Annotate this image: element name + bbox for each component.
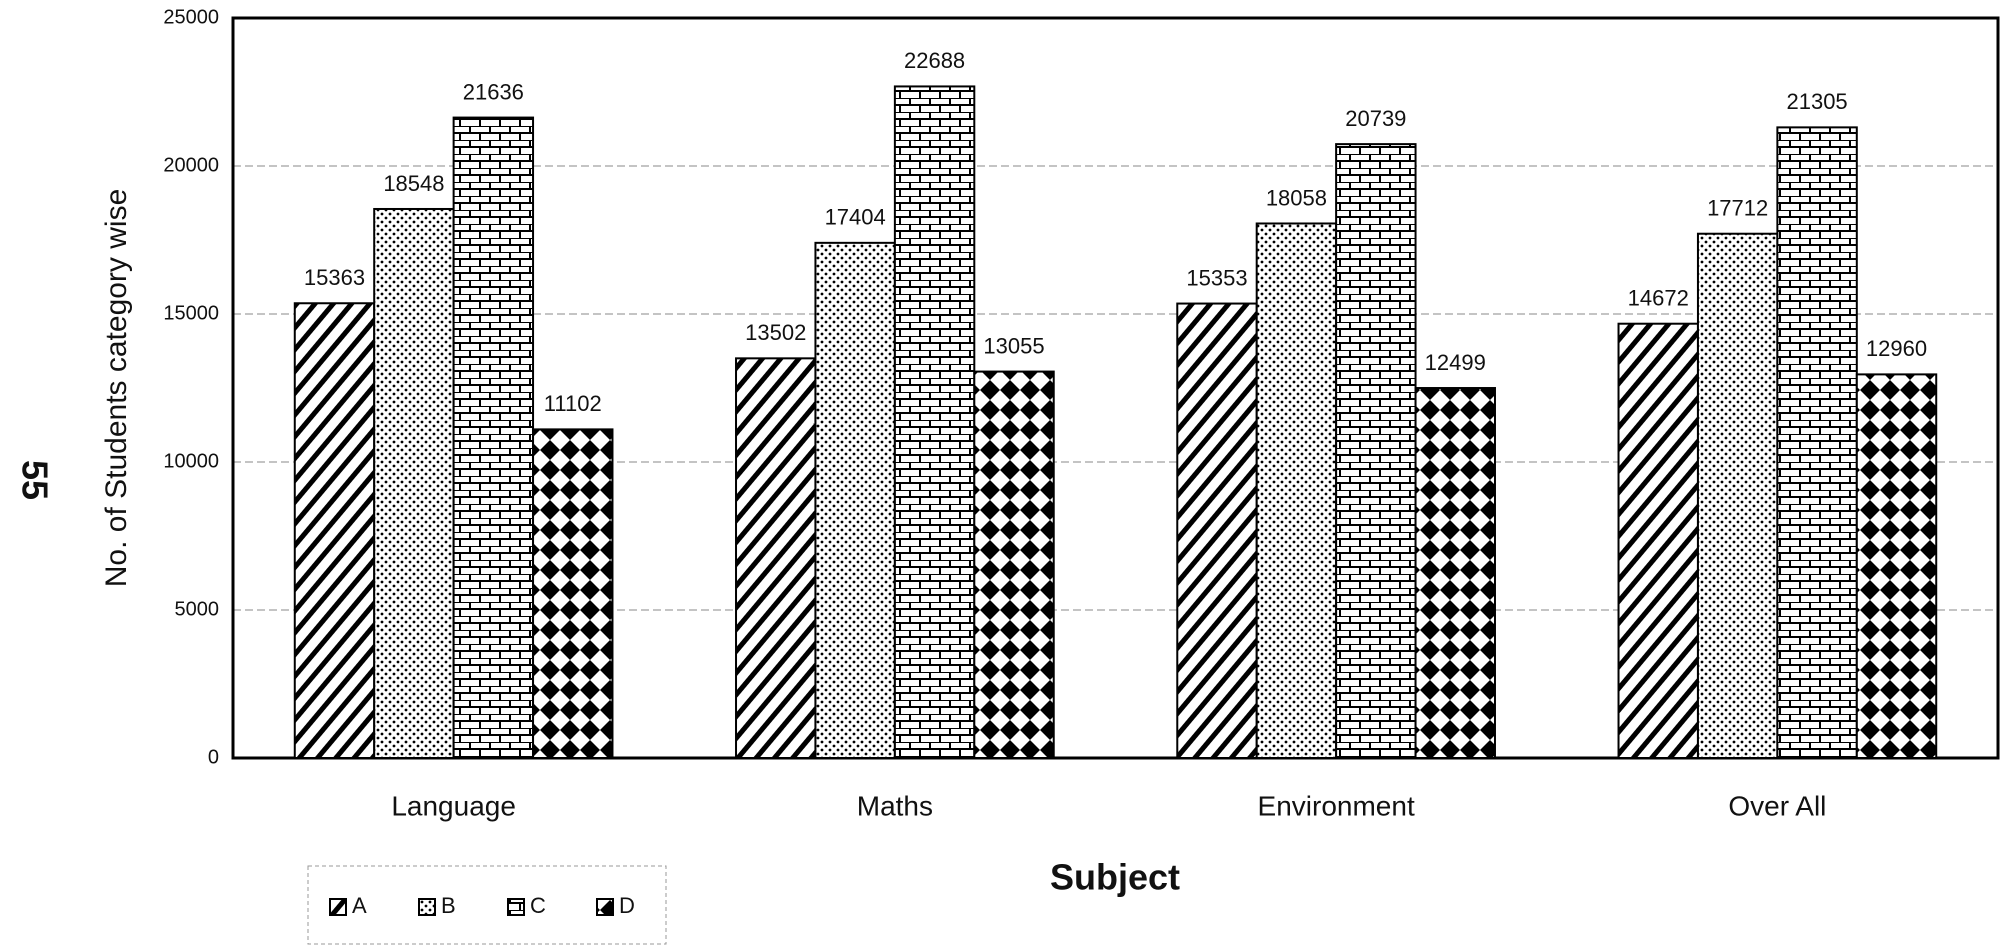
legend-swatch xyxy=(507,898,525,916)
value-label: 17712 xyxy=(1707,196,1768,221)
legend-label: A xyxy=(352,893,367,918)
value-label: 12960 xyxy=(1866,336,1927,361)
bar xyxy=(1855,373,1938,759)
legend-swatch xyxy=(329,898,347,916)
bar xyxy=(1414,387,1496,759)
bar xyxy=(1335,143,1417,759)
value-label: 13055 xyxy=(983,333,1044,358)
bar xyxy=(1617,322,1699,759)
legend-box xyxy=(307,865,667,945)
bar xyxy=(452,116,535,759)
x-tick-label: Over All xyxy=(1728,790,1826,821)
x-tick-label: Maths xyxy=(857,790,933,821)
legend-label: C xyxy=(530,893,546,918)
y-tick-label: 25000 xyxy=(163,6,219,28)
value-label: 17404 xyxy=(825,205,886,230)
y-tick-label: 20000 xyxy=(163,154,219,176)
value-label: 21636 xyxy=(463,79,524,104)
value-label: 18548 xyxy=(383,171,444,196)
value-label: 12499 xyxy=(1425,350,1486,375)
value-label: 21305 xyxy=(1786,89,1847,114)
value-label: 22688 xyxy=(904,48,965,73)
y-tick-label: 0 xyxy=(208,746,219,768)
legend-swatch xyxy=(596,898,614,916)
x-tick-label: Environment xyxy=(1258,790,1415,821)
legend-swatch xyxy=(418,898,436,916)
y-tick-label: 10000 xyxy=(163,450,219,472)
y-axis-label: No. of Students category wise xyxy=(100,189,133,588)
value-label: 15363 xyxy=(304,265,365,290)
bar xyxy=(973,370,1055,759)
value-label: 20739 xyxy=(1345,106,1406,131)
page-number: 55 xyxy=(14,460,55,500)
bar xyxy=(1176,302,1258,759)
value-label: 11102 xyxy=(544,391,602,416)
bar xyxy=(1696,232,1779,759)
bar xyxy=(893,85,976,760)
legend-label: D xyxy=(619,893,635,918)
bar xyxy=(735,357,817,759)
x-axis-label: Subject xyxy=(1050,857,1180,898)
bar xyxy=(814,241,896,759)
value-label: 14672 xyxy=(1628,286,1689,311)
bar xyxy=(373,207,455,760)
value-label: 15353 xyxy=(1186,265,1247,290)
value-label: 13502 xyxy=(745,320,806,345)
bar xyxy=(293,302,376,759)
bar xyxy=(1255,222,1338,759)
value-label: 18058 xyxy=(1266,185,1327,210)
x-tick-label: Language xyxy=(391,790,516,821)
legend-label: B xyxy=(441,893,456,918)
y-tick-label: 5000 xyxy=(175,598,220,620)
bar xyxy=(532,428,614,759)
plot-frame xyxy=(231,16,2000,760)
bar xyxy=(1776,126,1858,759)
y-tick-label: 15000 xyxy=(163,302,219,324)
